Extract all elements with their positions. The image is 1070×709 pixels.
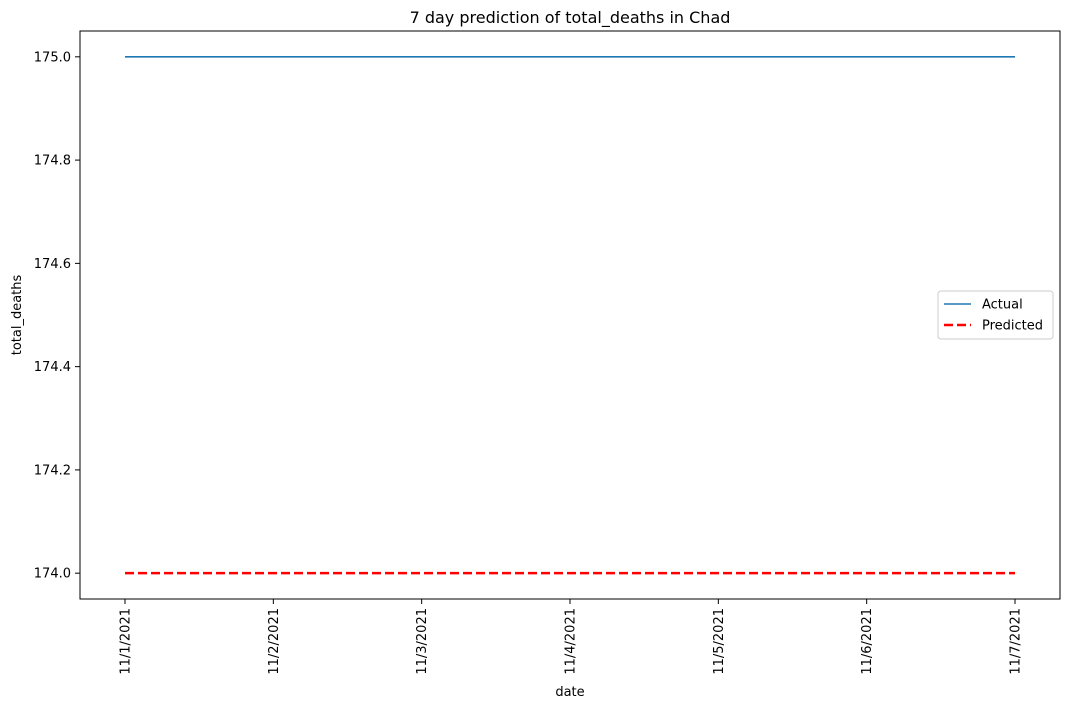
y-tick-label: 174.0 [34, 567, 71, 582]
y-axis: 174.0 174.2 174.4 174.6 174.8 175.0 [34, 50, 80, 582]
legend-frame [937, 290, 1054, 340]
y-axis-label: total_deaths [10, 275, 25, 356]
series-layer [125, 56, 1015, 575]
y-tick-label: 175.0 [34, 50, 71, 65]
chart-title: 7 day prediction of total_deaths in Chad [410, 8, 731, 28]
x-tick-label: 11/5/2021 [712, 608, 727, 675]
legend-label-actual: Actual [982, 298, 1023, 313]
legend: Actual Predicted [937, 290, 1054, 340]
plot-area-frame [79, 30, 1061, 600]
x-axis: 11/1/2021 11/2/2021 11/3/2021 11/4/2021 11/5… [119, 599, 1024, 675]
x-tick-label: 11/1/2021 [119, 608, 134, 675]
x-tick-label: 11/6/2021 [860, 608, 875, 675]
x-axis-label: date [555, 685, 584, 700]
legend-label-predicted: Predicted [982, 319, 1043, 334]
x-tick-label: 11/3/2021 [415, 608, 430, 675]
x-tick-label: 11/2/2021 [267, 608, 282, 675]
y-tick-label: 174.6 [34, 257, 71, 272]
x-tick-label: 11/4/2021 [564, 608, 579, 675]
y-tick-label: 174.8 [34, 154, 71, 169]
y-tick-label: 174.2 [34, 463, 71, 478]
x-tick-label: 11/7/2021 [1009, 608, 1024, 675]
y-tick-label: 174.4 [34, 360, 71, 375]
